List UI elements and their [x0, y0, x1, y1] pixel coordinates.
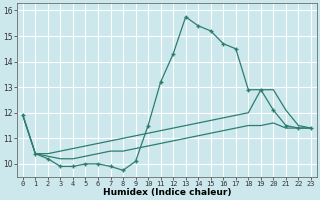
X-axis label: Humidex (Indice chaleur): Humidex (Indice chaleur): [103, 188, 231, 197]
